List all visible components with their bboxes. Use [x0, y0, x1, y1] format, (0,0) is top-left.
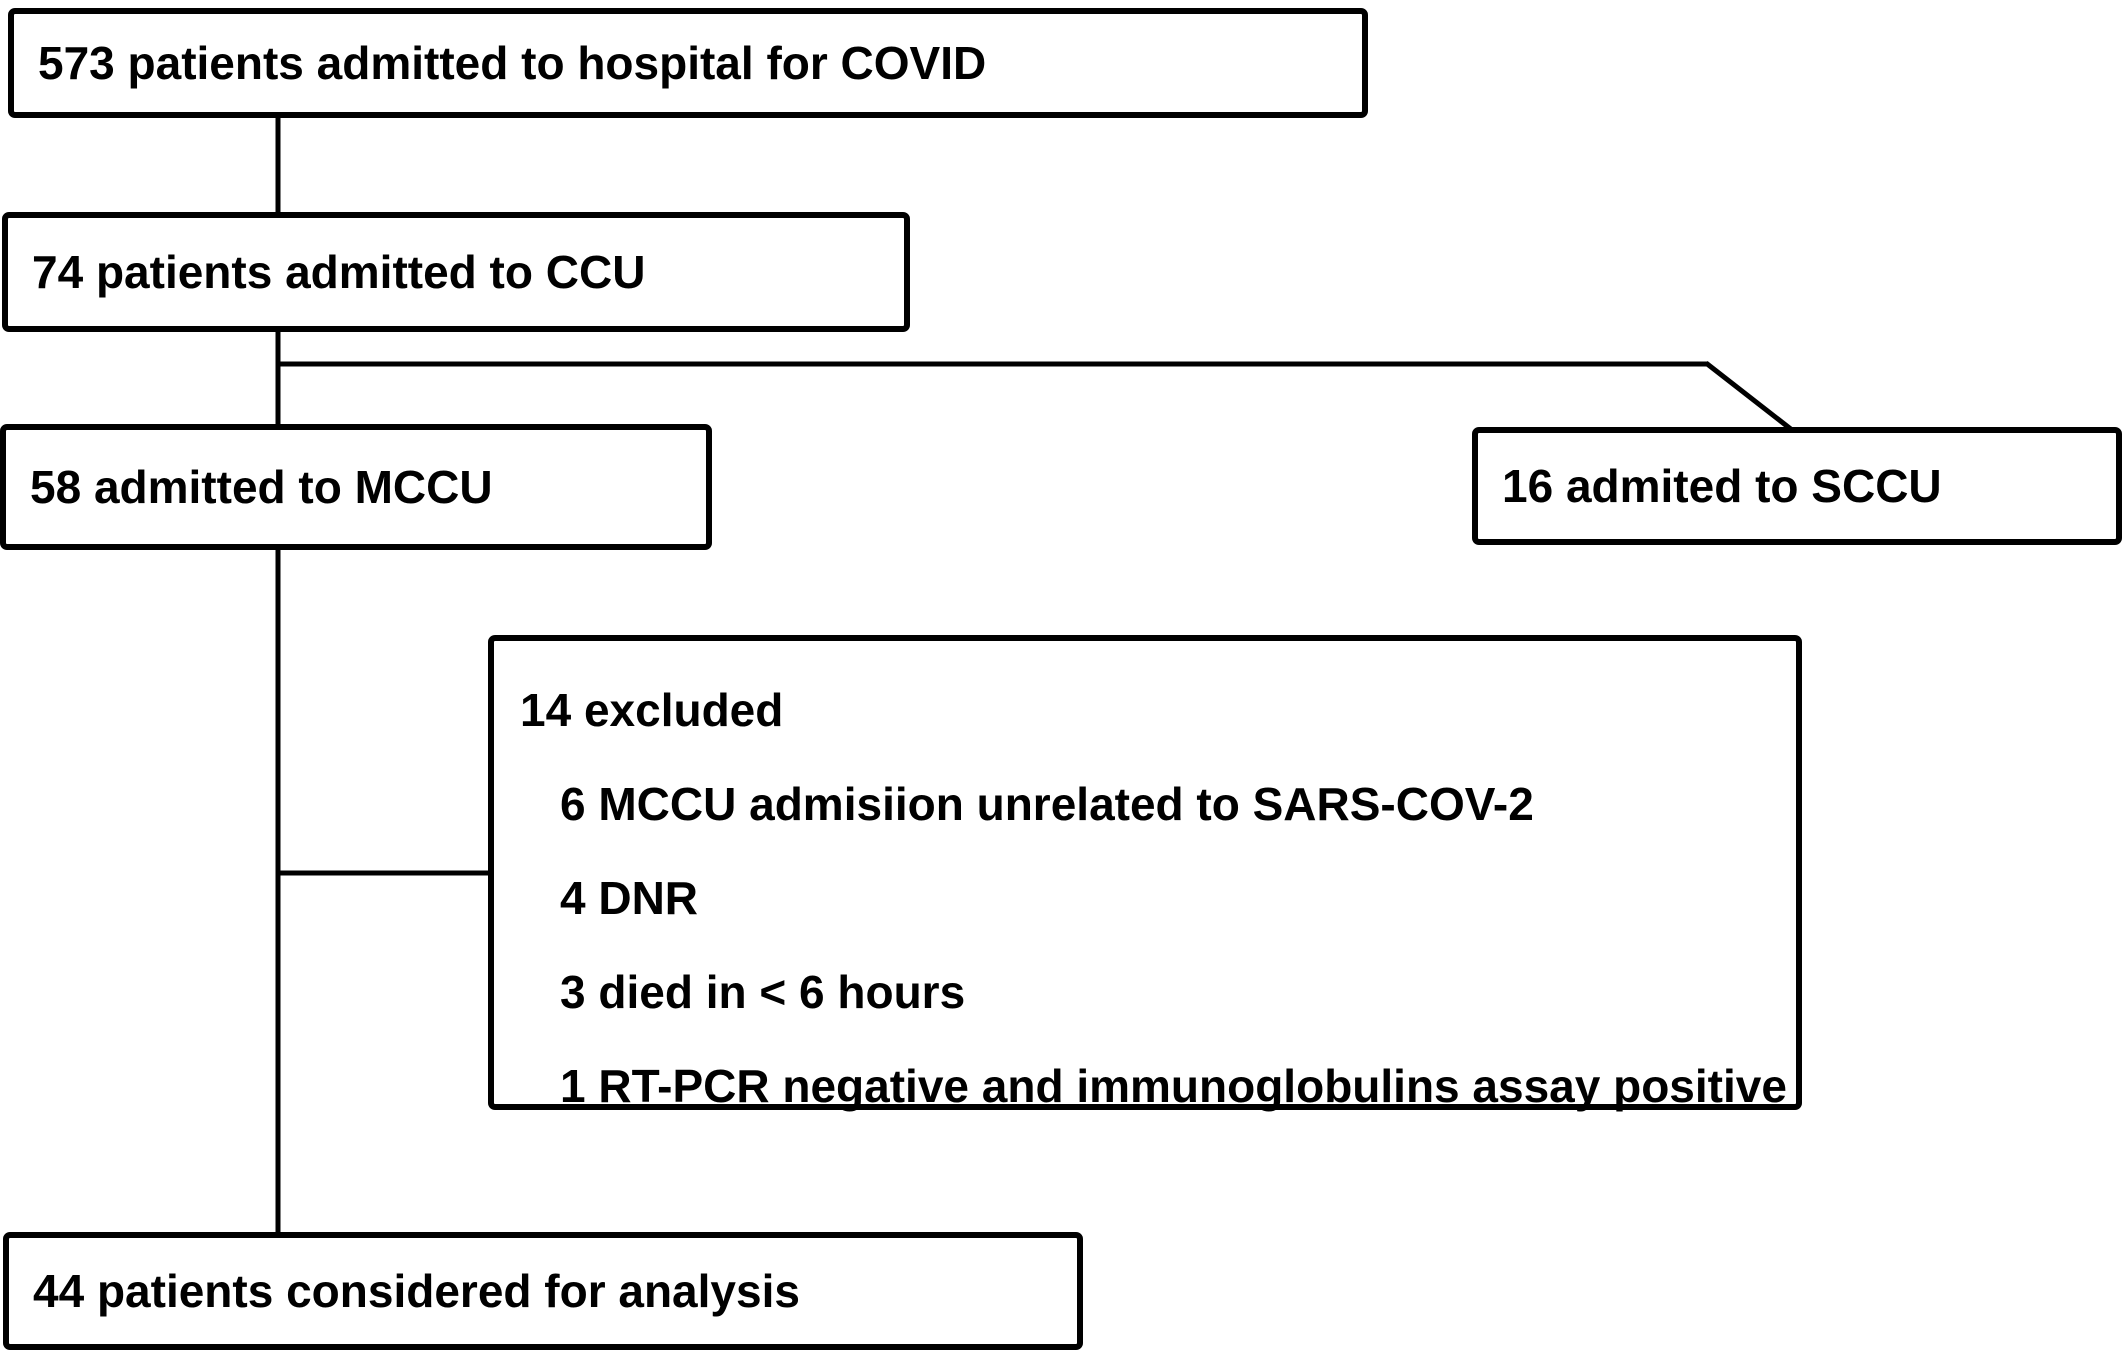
box-mccu-admitted: 58 admitted to MCCU [0, 424, 712, 550]
box-hospital-label: 573 patients admitted to hospital for CO… [38, 36, 987, 89]
excluded-item-died: 3 died in < 6 hours [560, 966, 966, 1018]
excluded-item-rtpcr: 1 RT-PCR negative and immunoglobulins as… [560, 1060, 1787, 1112]
box-hospital-admitted: 573 patients admitted to hospital for CO… [8, 8, 1368, 118]
excluded-item-dnr: 4 DNR [560, 872, 699, 924]
excluded-item-mccu-unrelated: 6 MCCU admisiion unrelated to SARS-COV-2 [560, 778, 1534, 830]
box-sccu-admitted: 16 admited to SCCU [1472, 427, 2122, 545]
box-excluded: 14 excluded 6 MCCU admisiion unrelated t… [488, 635, 1802, 1112]
box-ccu-label: 74 patients admitted to CCU [32, 245, 646, 298]
box-analysis: 44 patients considered for analysis [3, 1232, 1083, 1350]
box-ccu-admitted: 74 patients admitted to CCU [2, 212, 910, 332]
box-mccu-label: 58 admitted to MCCU [30, 460, 493, 513]
box-sccu-label: 16 admited to SCCU [1502, 459, 1942, 512]
excluded-title: 14 excluded [520, 684, 784, 736]
connector-ccu-sccu-diagonal [1704, 361, 1794, 432]
box-analysis-label: 44 patients considered for analysis [33, 1264, 800, 1317]
